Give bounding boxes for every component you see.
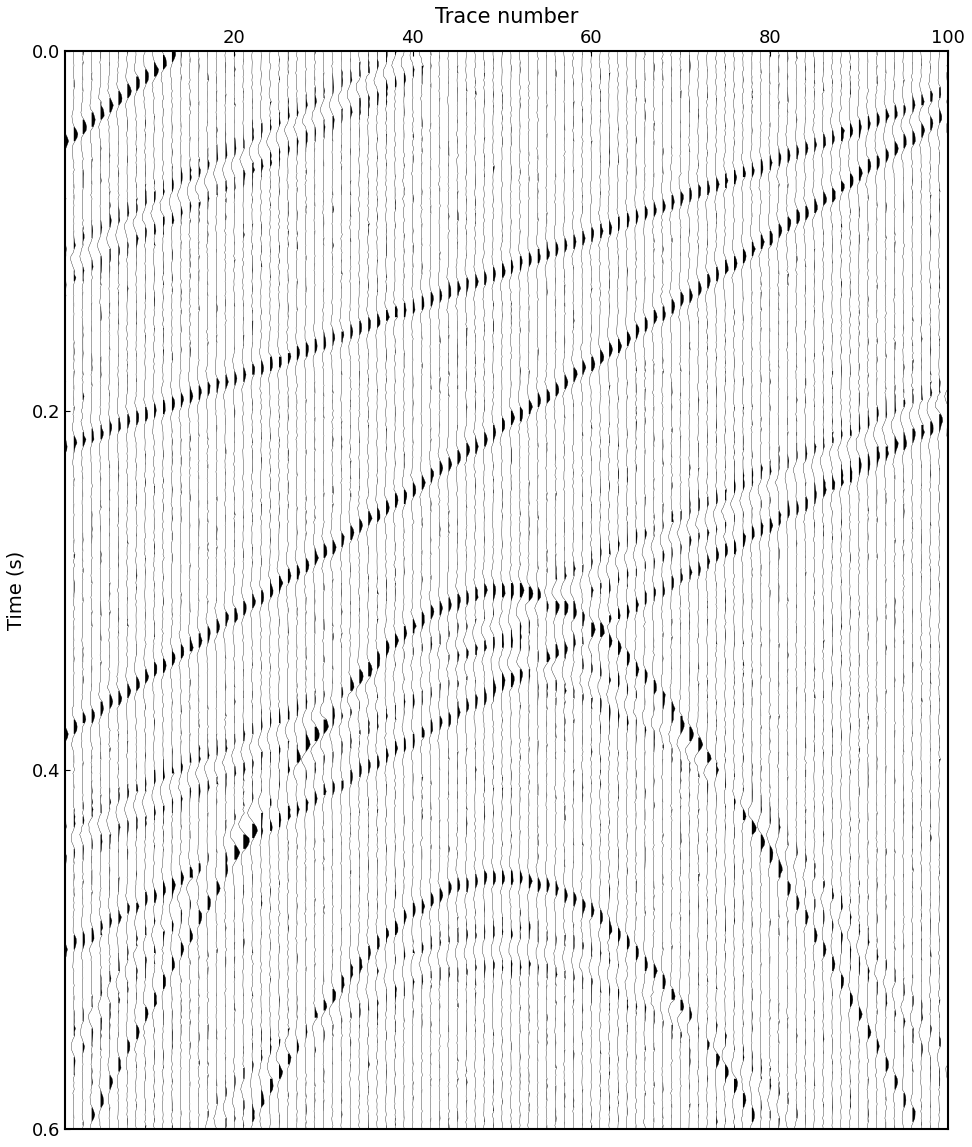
X-axis label: Trace number: Trace number (434, 7, 578, 26)
Y-axis label: Time (s): Time (s) (7, 551, 26, 630)
